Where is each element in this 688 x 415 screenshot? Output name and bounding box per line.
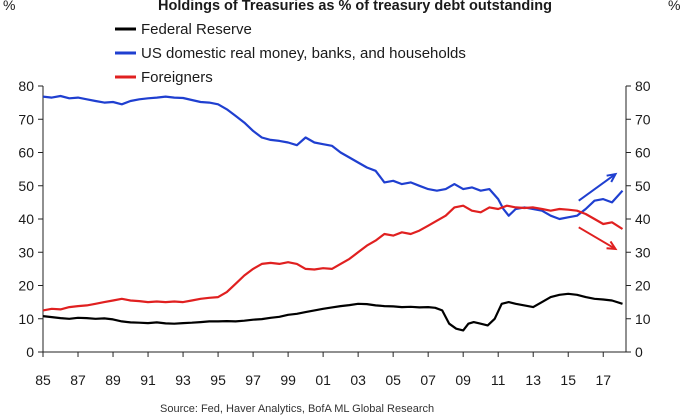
left-y-tick-label: 60: [18, 145, 34, 161]
foreigners-line: [42, 204, 624, 312]
legend-label-federal-reserve: Federal Reserve: [141, 21, 252, 38]
legend: Federal Reserve US domestic real money, …: [115, 21, 466, 86]
right-y-tick-label: 0: [635, 344, 643, 360]
x-tick-label: 01: [315, 372, 331, 388]
right-y-tick-label: 10: [635, 311, 651, 327]
up-trend-arrow: [578, 172, 618, 202]
us-domestic-line: [42, 94, 624, 221]
source-note: Source: Fed, Haver Analytics, BofA ML Gl…: [160, 403, 434, 415]
left-y-tick-label: 70: [18, 111, 34, 127]
x-tick-label: 87: [70, 372, 86, 388]
left-y-tick-label: 80: [18, 78, 34, 94]
right-y-tick-label: 60: [635, 145, 651, 161]
trend-arrows: [578, 172, 618, 251]
right-y-tick-label: 50: [635, 178, 651, 194]
left-y-tick-label: 0: [26, 344, 34, 360]
x-tick-label: 97: [245, 372, 261, 388]
left-y-tick-label: 30: [18, 244, 34, 260]
right-y-tick-label: 80: [635, 78, 651, 94]
right-axis-unit: %: [668, 0, 680, 13]
x-tick-label: 93: [175, 372, 191, 388]
x-tick-label: 17: [595, 372, 611, 388]
x-tick-label: 99: [280, 372, 296, 388]
left-y-tick-label: 10: [18, 311, 34, 327]
x-tick-label: 11: [491, 372, 506, 388]
right-y-tick-label: 40: [635, 211, 651, 227]
x-tick-label: 95: [210, 372, 226, 388]
x-tick-label: 85: [35, 372, 51, 388]
left-y-tick-label: 40: [18, 211, 34, 227]
x-tick-label: 15: [560, 372, 576, 388]
x-tick-label: 05: [385, 372, 401, 388]
left-y-tick-label: 20: [18, 278, 34, 294]
right-y-tick-label: 20: [635, 278, 651, 294]
series-lines: [42, 94, 624, 332]
x-tick-label: 07: [420, 372, 436, 388]
federal-reserve-line: [42, 292, 623, 332]
right-y-tick-label: 70: [635, 111, 651, 127]
chart-title: Holdings of Treasuries as % of treasury …: [158, 0, 552, 14]
left-y-tick-label: 50: [18, 178, 34, 194]
x-tick-label: 09: [455, 372, 471, 388]
down-trend-arrow: [578, 226, 618, 251]
left-axis-unit: %: [3, 0, 15, 13]
x-tick-label: 91: [140, 372, 156, 388]
legend-label-foreigners: Foreigners: [141, 69, 213, 86]
x-tick-label: 03: [350, 372, 366, 388]
x-tick-label: 89: [105, 372, 121, 388]
x-tick-label: 13: [525, 372, 541, 388]
right-y-tick-label: 30: [635, 244, 651, 260]
legend-label-us-domestic: US domestic real money, banks, and house…: [141, 45, 466, 62]
